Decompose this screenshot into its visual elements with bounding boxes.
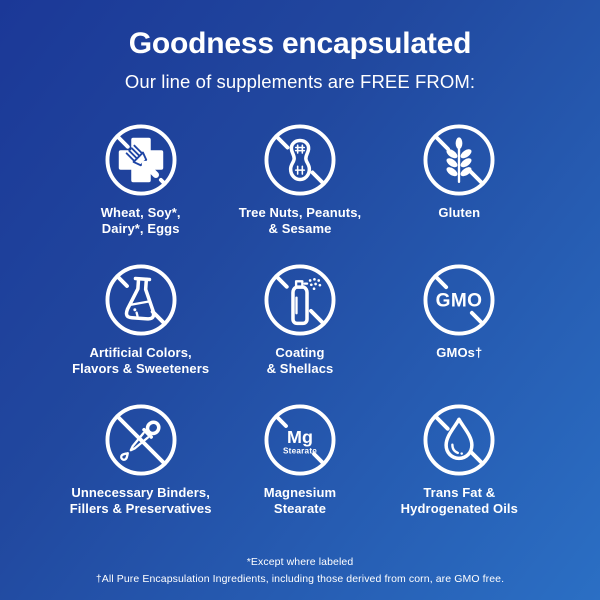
no-dropper-icon <box>105 404 177 475</box>
free-from-item-mg-stearate: Mg Stearate Magnesium Stearate <box>221 401 379 519</box>
free-from-item-gmo: GMO GMOs† <box>380 261 538 379</box>
free-from-label: Trans Fat & Hydrogenated Oils <box>400 484 518 517</box>
no-oil-drop-icon <box>423 404 495 475</box>
free-from-item-binders: Unnecessary Binders, Fillers & Preservat… <box>62 401 220 519</box>
free-from-item-artificial: Artificial Colors, Flavors & Sweeteners <box>62 261 220 379</box>
free-from-item-gluten: Gluten <box>380 121 538 239</box>
free-from-item-nuts: Tree Nuts, Peanuts, & Sesame <box>221 121 379 239</box>
free-from-label: Magnesium Stearate <box>263 484 337 517</box>
no-allergens-icon <box>105 124 177 195</box>
free-from-label: Artificial Colors, Flavors & Sweeteners <box>72 344 210 377</box>
free-from-item-allergens: Wheat, Soy*, Dairy*, Eggs <box>62 121 220 239</box>
no-gmo-icon: GMO <box>423 264 495 335</box>
no-spray-can-icon <box>264 264 336 335</box>
footnotes: *Except where labeled †All Pure Encapsul… <box>0 554 600 588</box>
no-wheat-icon <box>423 124 495 195</box>
page-subtitle: Our line of supplements are FREE FROM: <box>124 70 476 92</box>
mg-icon-text: Mg <box>287 427 313 447</box>
footnote-dagger: †All Pure Encapsulation Ingredients, inc… <box>95 573 505 586</box>
stearate-icon-text: Stearate <box>283 446 317 455</box>
free-from-grid: Wheat, Soy*, Dairy*, Eggs Tree Nuts, Pea… <box>61 121 539 519</box>
footnote-asterisk: *Except where labeled <box>246 556 354 569</box>
free-from-label: Wheat, Soy*, Dairy*, Eggs <box>100 204 181 237</box>
free-from-label: Tree Nuts, Peanuts, & Sesame <box>238 204 362 237</box>
gmo-icon-text: GMO <box>436 290 483 311</box>
no-peanut-icon <box>264 124 336 195</box>
page-title: Goodness encapsulated <box>128 27 472 60</box>
free-from-label: Coating & Shellacs <box>266 344 334 377</box>
free-from-label: GMOs† <box>436 344 483 360</box>
free-from-item-coating: Coating & Shellacs <box>221 261 379 379</box>
free-from-label: Gluten <box>438 204 481 220</box>
free-from-label: Unnecessary Binders, Fillers & Preservat… <box>69 484 212 517</box>
no-mg-stearate-icon: Mg Stearate <box>264 404 336 475</box>
free-from-item-trans-fat: Trans Fat & Hydrogenated Oils <box>380 401 538 519</box>
no-flask-icon <box>105 264 177 335</box>
